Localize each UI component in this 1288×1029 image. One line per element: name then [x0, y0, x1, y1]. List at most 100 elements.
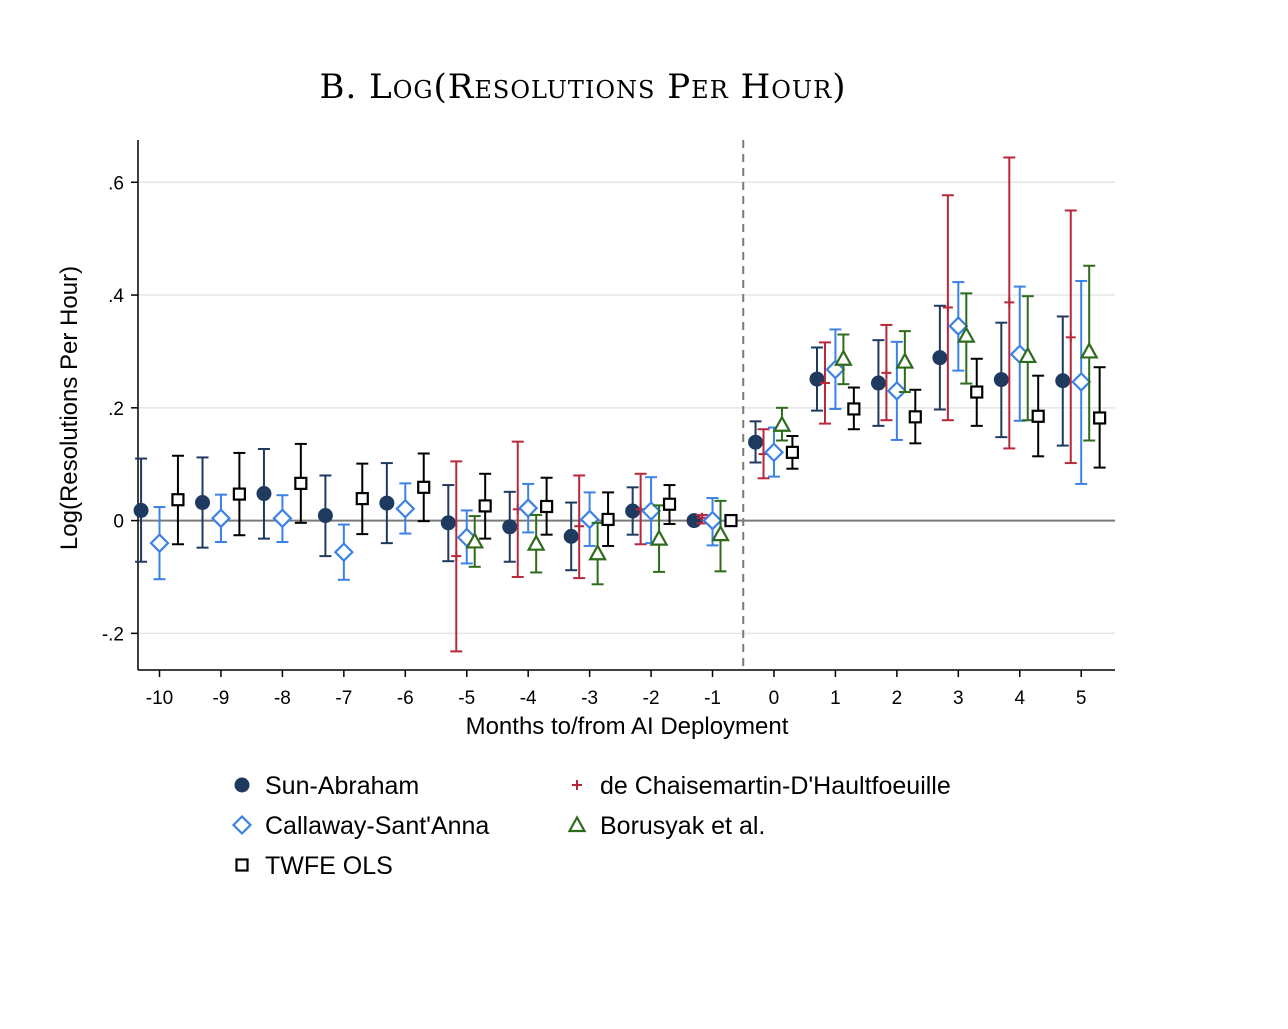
- series-sun-abraham: [133, 304, 1071, 572]
- data-point: [440, 484, 456, 563]
- point-marker: [333, 542, 354, 563]
- x-tick-label: -8: [274, 688, 291, 709]
- x-tick-label: 2: [892, 688, 903, 709]
- series-callaway-sant-anna: [149, 279, 1092, 581]
- point-marker: [724, 513, 738, 528]
- point-marker: [772, 414, 792, 432]
- point-marker: [395, 498, 416, 519]
- legend-item: de Chaisemartin-D'Haultfoeuille: [572, 772, 951, 800]
- marker-circle: [870, 375, 886, 391]
- point-marker: [641, 500, 662, 522]
- marker-diamond: [231, 814, 253, 836]
- legend-item: Borusyak et al.: [567, 812, 765, 840]
- point-marker: [819, 378, 830, 389]
- x-tick-label: 0: [769, 688, 780, 709]
- data-point: [526, 513, 546, 574]
- point-marker: [956, 325, 976, 343]
- y-axis-label: Log(Resolutions Per Hour): [56, 266, 83, 550]
- marker-triangle: [465, 531, 485, 549]
- data-point: [932, 304, 948, 411]
- x-tick-label: -3: [581, 688, 598, 709]
- marker-triangle: [1018, 346, 1038, 364]
- point-marker: [588, 543, 607, 561]
- data-point: [511, 440, 524, 578]
- data-point: [573, 474, 586, 580]
- marker-triangle: [895, 351, 915, 369]
- data-point: [502, 490, 518, 563]
- data-point: [993, 321, 1009, 439]
- data-point: [785, 435, 800, 470]
- data-point: [1031, 374, 1045, 458]
- data-point: [272, 494, 293, 544]
- point-marker: [1065, 332, 1076, 343]
- marker-square: [417, 480, 431, 494]
- point-marker: [881, 367, 892, 378]
- marker-triangle: [834, 349, 853, 366]
- data-point: [809, 346, 825, 412]
- marker-circle: [440, 515, 456, 531]
- point-marker: [1079, 341, 1099, 359]
- point-marker: [601, 512, 615, 527]
- data-point: [133, 457, 149, 563]
- data-point: [847, 386, 861, 431]
- legend-item: Sun-Abraham: [234, 772, 419, 800]
- data-point: [880, 323, 893, 422]
- point-marker: [895, 351, 915, 369]
- point-marker: [1004, 297, 1015, 308]
- marker-triangle: [772, 414, 792, 432]
- data-point: [1079, 264, 1099, 442]
- marker-diamond: [395, 498, 416, 519]
- series-borusyak-et-al-: [465, 264, 1099, 586]
- marker-square: [847, 402, 861, 416]
- point-marker: [478, 499, 492, 513]
- x-tick-label: -1: [704, 688, 721, 709]
- data-point: [256, 447, 272, 540]
- point-marker: [465, 531, 485, 549]
- legend-item: TWFE OLS: [235, 852, 393, 880]
- marker-square: [662, 497, 677, 511]
- marker-square: [478, 499, 492, 513]
- data-point: [908, 388, 922, 445]
- legend-label: de Chaisemartin-D'Haultfoeuille: [600, 772, 951, 800]
- data-point: [641, 476, 662, 545]
- data-point: [724, 513, 738, 528]
- data-point: [149, 506, 170, 581]
- marker-diamond: [210, 508, 232, 529]
- data-point: [232, 451, 246, 537]
- point-marker: [451, 551, 462, 562]
- point-marker: [171, 493, 185, 507]
- point-marker: [574, 521, 585, 532]
- legend-marker: [572, 780, 582, 790]
- legend-marker: [235, 858, 249, 872]
- legend-label: Callaway-Sant'Anna: [265, 812, 489, 840]
- data-point: [702, 497, 723, 547]
- marker-diamond: [948, 316, 969, 337]
- data-point: [711, 499, 730, 573]
- data-point: [579, 491, 600, 547]
- marker-circle: [502, 519, 518, 535]
- marker-square: [171, 493, 185, 507]
- marker-circle: [932, 350, 948, 366]
- data-point: [956, 292, 976, 385]
- y-tick-label: .2: [108, 399, 124, 420]
- marker-circle: [1055, 373, 1071, 389]
- x-tick-label: 3: [953, 688, 964, 709]
- point-marker: [1031, 409, 1045, 423]
- data-point: [540, 476, 554, 536]
- data-point: [518, 482, 539, 534]
- point-marker: [317, 508, 333, 524]
- data-point: [478, 472, 492, 540]
- data-point: [417, 452, 431, 523]
- data-point: [763, 426, 785, 478]
- x-tick-label: 5: [1076, 688, 1087, 709]
- x-tick-label: 1: [830, 688, 841, 709]
- data-point: [395, 482, 416, 535]
- data-point: [662, 484, 677, 525]
- point-marker: [502, 519, 518, 535]
- marker-diamond: [272, 508, 293, 529]
- marker-diamond: [641, 500, 662, 522]
- data-point: [895, 330, 915, 394]
- data-point: [625, 486, 641, 536]
- data-point: [1003, 156, 1016, 450]
